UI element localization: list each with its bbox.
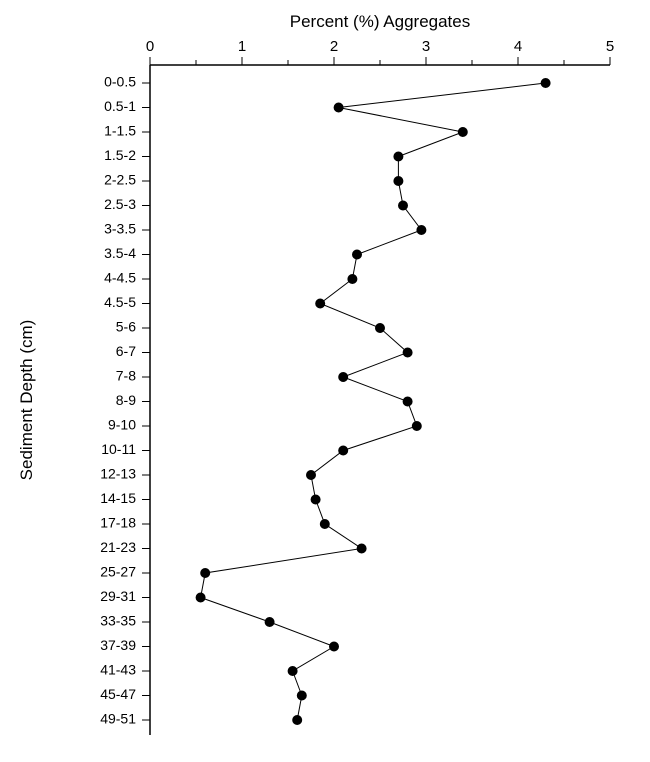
x-axis-title: Percent (%) Aggregates xyxy=(290,12,470,31)
data-marker xyxy=(403,397,412,406)
y-tick-label: 12-13 xyxy=(100,466,136,482)
y-tick-label: 37-39 xyxy=(100,637,136,653)
y-tick-label: 17-18 xyxy=(100,515,136,531)
data-marker xyxy=(394,177,403,186)
data-marker xyxy=(320,520,329,529)
y-tick-label: 1-1.5 xyxy=(104,123,136,139)
x-tick-label: 2 xyxy=(330,38,338,55)
y-tick-label: 0-0.5 xyxy=(104,74,136,90)
y-tick-label: 5-6 xyxy=(116,319,136,335)
y-tick-label: 7-8 xyxy=(116,368,136,384)
y-tick-label: 8-9 xyxy=(116,392,136,408)
y-tick-label: 2.5-3 xyxy=(104,196,136,212)
depth-aggregate-chart: 0 1 2 3 4 5 Percent (%) Aggregates Sediment Dep… xyxy=(0,0,650,762)
y-tick-label: 4.5-5 xyxy=(104,294,136,310)
x-tick-label: 4 xyxy=(514,38,522,55)
y-tick-label: 45-47 xyxy=(100,686,136,702)
data-marker xyxy=(403,348,412,357)
data-marker xyxy=(353,250,362,259)
data-marker xyxy=(339,373,348,382)
data-marker xyxy=(376,324,385,333)
data-marker xyxy=(288,667,297,676)
data-marker xyxy=(201,569,210,578)
data-marker xyxy=(458,128,467,137)
data-marker xyxy=(417,226,426,235)
data-marker xyxy=(196,593,205,602)
y-tick-label: 3.5-4 xyxy=(104,245,136,261)
data-marker xyxy=(357,544,366,553)
data-marker xyxy=(334,103,343,112)
y-tick-label: 4-4.5 xyxy=(104,270,136,286)
x-tick-label: 3 xyxy=(422,38,430,55)
y-axis-title: Sediment Depth (cm) xyxy=(17,320,36,481)
x-tick-label: 5 xyxy=(606,38,614,55)
data-marker xyxy=(394,152,403,161)
data-marker xyxy=(348,275,357,284)
data-marker xyxy=(293,716,302,725)
y-tick-label: 9-10 xyxy=(108,417,136,433)
data-marker xyxy=(330,642,339,651)
x-tick-label: 0 xyxy=(146,38,154,55)
chart-container: 0 1 2 3 4 5 Percent (%) Aggregates Sediment Dep… xyxy=(0,0,650,762)
y-tick-label: 49-51 xyxy=(100,711,136,727)
data-marker xyxy=(339,446,348,455)
data-marker xyxy=(297,691,306,700)
y-tick-label: 14-15 xyxy=(100,490,136,506)
data-marker xyxy=(316,299,325,308)
y-tick-label: 2-2.5 xyxy=(104,172,136,188)
y-tick-label: 6-7 xyxy=(116,343,136,359)
data-marker xyxy=(399,201,408,210)
data-marker xyxy=(265,618,274,627)
y-tick-label: 41-43 xyxy=(100,662,136,678)
x-tick-label: 1 xyxy=(238,38,246,55)
y-tick-label: 29-31 xyxy=(100,588,136,604)
y-tick-label: 1.5-2 xyxy=(104,147,136,163)
data-line xyxy=(201,83,546,720)
y-tick-label: 25-27 xyxy=(100,564,136,580)
y-tick-label: 0.5-1 xyxy=(104,98,136,114)
y-tick-label: 33-35 xyxy=(100,613,136,629)
y-tick-label: 3-3.5 xyxy=(104,221,136,237)
data-marker xyxy=(307,471,316,480)
y-tick-label: 10-11 xyxy=(101,441,136,457)
y-tick-label: 21-23 xyxy=(100,539,136,555)
data-marker xyxy=(541,79,550,88)
data-marker xyxy=(311,495,320,504)
data-marker xyxy=(412,422,421,431)
